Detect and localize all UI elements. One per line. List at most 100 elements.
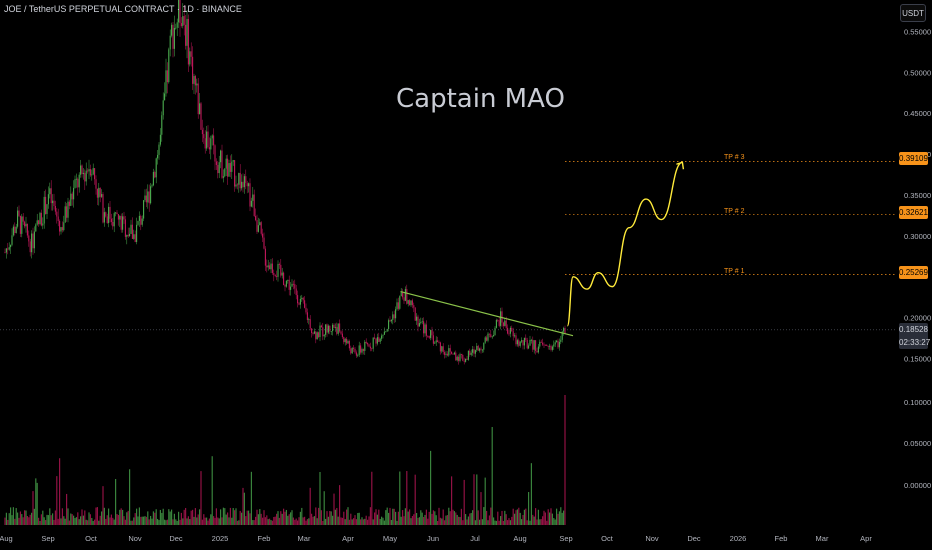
candle-body: [312, 333, 314, 334]
candle-body: [530, 339, 532, 341]
time-axis-label: Feb: [258, 534, 271, 543]
candle-body: [337, 323, 339, 334]
candle-body: [476, 345, 478, 351]
candle-body: [280, 264, 282, 276]
candle-body: [119, 215, 121, 220]
volume-bar: [24, 510, 26, 525]
volume-bar: [49, 508, 51, 525]
volume-bar: [137, 516, 139, 525]
volume-bar: [312, 516, 314, 525]
candle-body: [298, 303, 300, 305]
volume-bar: [483, 507, 485, 525]
candle-body: [73, 187, 75, 200]
candle-body: [109, 206, 111, 219]
volume-bar: [410, 518, 412, 525]
candle-body: [185, 24, 187, 46]
candle-body: [512, 331, 514, 337]
candle-body: [537, 346, 539, 353]
volume-bar: [238, 520, 240, 525]
volume-bar: [56, 476, 58, 525]
volume-bar: [298, 517, 300, 525]
candle-body: [161, 115, 163, 135]
volume-bar: [544, 512, 546, 525]
candle-body: [162, 100, 164, 116]
volume-bar: [382, 517, 384, 525]
candle-body: [166, 70, 168, 83]
candle-body: [361, 349, 363, 353]
volume-bar: [309, 487, 311, 525]
volume-bar: [151, 518, 153, 525]
volume-bar: [313, 516, 315, 525]
volume-bar: [550, 508, 552, 525]
candle-body: [480, 348, 482, 350]
volume-bar: [22, 517, 24, 525]
candle-body: [208, 147, 210, 150]
volume-bar: [509, 520, 511, 525]
volume-bar: [563, 510, 565, 525]
candle-body: [31, 233, 33, 253]
candle-body: [29, 241, 31, 253]
volume-bar: [199, 509, 201, 525]
volume-bar: [172, 519, 174, 525]
candle-body: [269, 265, 271, 270]
volume-axis-label: 0.05000: [904, 439, 931, 448]
candle-body: [437, 340, 439, 342]
volume-bar: [221, 517, 223, 525]
candle-body: [449, 348, 451, 352]
candle-body: [451, 351, 453, 354]
candle-body: [4, 252, 6, 254]
candle-body: [190, 51, 192, 57]
volume-bar: [417, 517, 419, 525]
volume-bar: [295, 518, 297, 525]
candle-body: [143, 200, 145, 219]
candle-body: [507, 327, 509, 334]
candle-body: [458, 356, 460, 361]
volume-bar: [504, 510, 506, 525]
price-axis-label: 0.55000: [904, 27, 931, 36]
volume-bar: [166, 519, 168, 525]
volume-bar: [256, 509, 258, 525]
candle-body: [101, 194, 103, 197]
candle-body: [445, 353, 447, 355]
volume-bar: [375, 509, 377, 525]
volume-bar: [288, 514, 290, 525]
volume-bar: [561, 512, 563, 525]
candle-body: [129, 233, 131, 237]
target-level-lines: [565, 161, 896, 275]
volume-bar: [178, 511, 180, 525]
volume-bar: [495, 520, 497, 525]
volume-bar: [466, 519, 468, 525]
volume-bar: [263, 510, 265, 525]
volume-bar: [45, 520, 47, 525]
candle-body: [420, 322, 422, 324]
candle-body: [339, 323, 341, 332]
candle-body: [197, 83, 199, 115]
volume-bar: [376, 514, 378, 525]
volume-bar: [78, 519, 80, 525]
volume-bar: [357, 513, 359, 525]
volume-bar: [271, 520, 273, 525]
volume-bar: [33, 508, 35, 525]
candle-body: [297, 295, 299, 304]
candle-body: [378, 337, 380, 342]
volume-bar: [522, 514, 524, 525]
volume-bar: [190, 510, 192, 525]
candle-body: [148, 191, 150, 204]
volume-bar: [204, 517, 206, 525]
candle-body: [18, 210, 20, 216]
time-axis-label: Apr: [342, 534, 354, 543]
candlestick-series: [4, 0, 566, 365]
candle-body: [381, 335, 383, 339]
volume-bar: [367, 519, 369, 525]
candle-body: [542, 342, 544, 345]
candle-body: [14, 226, 16, 233]
volume-bar: [285, 509, 287, 525]
time-axis-label: Oct: [85, 534, 98, 543]
currency-button[interactable]: USDT: [900, 4, 926, 22]
candle-body: [435, 340, 437, 343]
volume-bar: [91, 517, 93, 525]
volume-bar: [127, 510, 129, 525]
volume-bar: [252, 520, 254, 525]
volume-bar: [411, 515, 413, 525]
